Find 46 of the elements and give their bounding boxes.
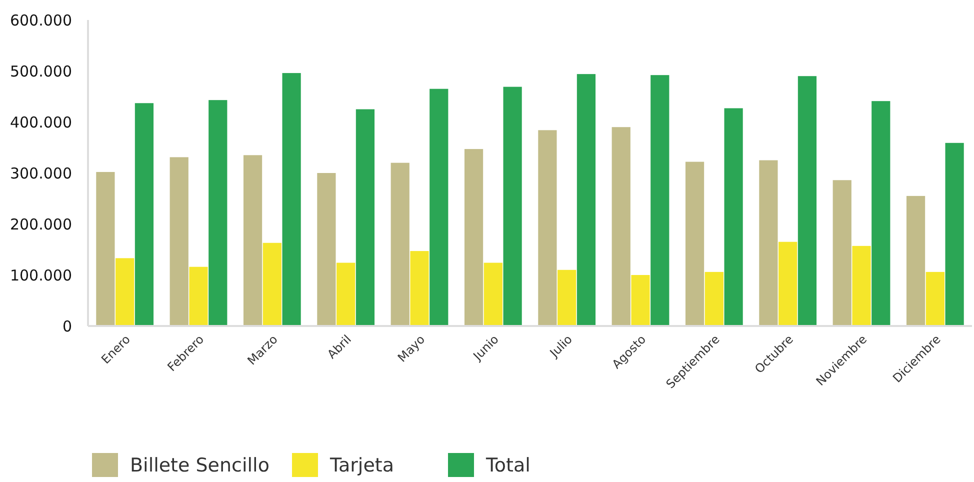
legend-label: Tarjeta [329,454,394,477]
y-tick-label: 200.000 [10,215,72,234]
y-tick-label: 400.000 [10,113,72,132]
bar [832,180,852,326]
bar [872,101,890,326]
bar [576,74,596,326]
bar [116,258,134,326]
y-tick-label: 300.000 [10,164,72,182]
legend-label: Billete Sencillo [130,454,270,477]
bar [724,108,743,326]
bar [852,246,871,326]
legend-label: Total [485,454,530,477]
bar [96,172,115,326]
bar [430,88,448,326]
y-tick-label: 100.000 [10,266,72,284]
y-tick-label: 600.000 [10,11,72,30]
bar [170,157,188,326]
bar [410,251,429,326]
bar [189,266,208,326]
bar [612,127,630,326]
bar [685,162,704,326]
bar [558,270,576,326]
bar [926,272,944,326]
bar [356,109,375,326]
bar [631,275,650,326]
bar [704,272,724,326]
bar [464,149,484,326]
bar [262,242,282,326]
bar [503,86,522,326]
bar [282,73,301,326]
bar [484,262,502,326]
bar [134,103,154,326]
y-tick-label: 500.000 [10,62,72,80]
bar [336,262,356,326]
bar [317,173,336,326]
bar [390,162,410,326]
bar [798,76,817,326]
bar [778,242,798,326]
bar [906,196,926,326]
y-tick-label: 0 [62,317,72,336]
bar [945,142,964,326]
bar [538,130,557,326]
bar [208,100,228,326]
bar [243,155,262,326]
bar [650,75,670,326]
bar [759,160,778,326]
